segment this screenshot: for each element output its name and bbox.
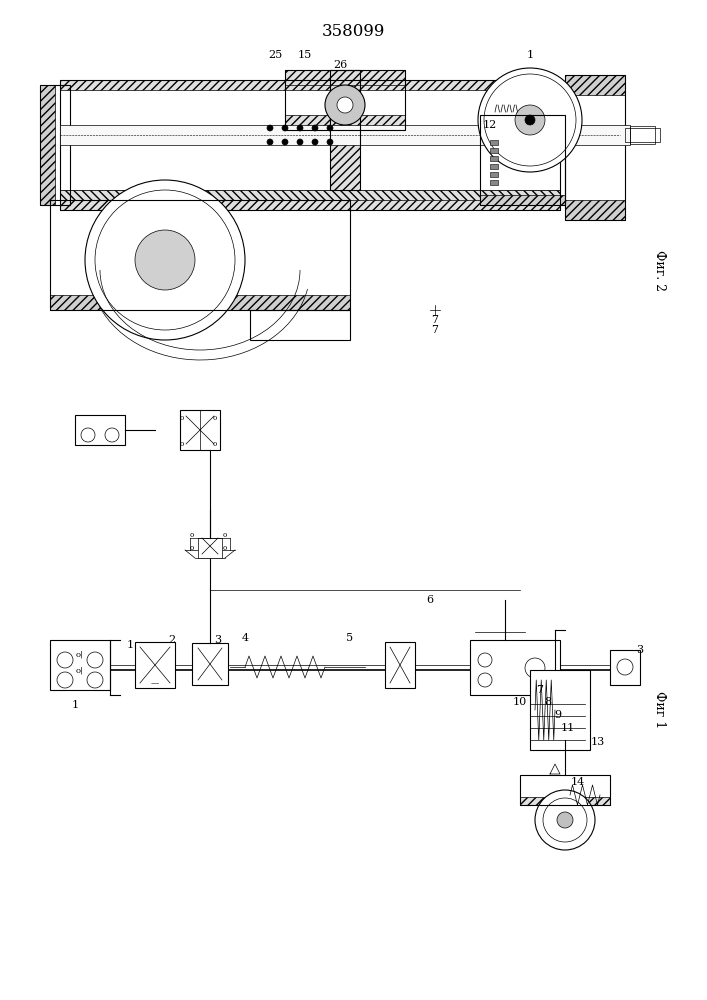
- Bar: [198, 538, 222, 558]
- Text: o: o: [213, 440, 217, 448]
- Bar: [60, 190, 560, 210]
- Bar: [330, 70, 360, 190]
- Text: 25: 25: [268, 50, 282, 60]
- Bar: [565, 75, 625, 220]
- Circle shape: [478, 68, 582, 172]
- Circle shape: [312, 139, 318, 145]
- Bar: [490, 148, 498, 153]
- Bar: [530, 670, 590, 750]
- Text: 9: 9: [554, 710, 561, 720]
- Text: 26: 26: [333, 60, 347, 70]
- Bar: [60, 190, 560, 200]
- Text: Фиг 1: Фиг 1: [653, 691, 667, 729]
- Bar: [50, 200, 350, 310]
- Circle shape: [135, 230, 195, 290]
- Bar: [135, 642, 175, 688]
- Bar: [285, 115, 405, 130]
- Bar: [490, 172, 498, 177]
- Text: 358099: 358099: [321, 23, 385, 40]
- Text: 5: 5: [346, 633, 354, 643]
- Text: 6: 6: [426, 595, 433, 605]
- Bar: [520, 775, 610, 805]
- Circle shape: [282, 125, 288, 131]
- Circle shape: [337, 97, 353, 113]
- Circle shape: [85, 180, 245, 340]
- Text: 3: 3: [214, 635, 221, 645]
- Circle shape: [297, 125, 303, 131]
- Text: 15: 15: [298, 50, 312, 60]
- Text: 1: 1: [71, 700, 78, 710]
- Bar: [50, 295, 350, 310]
- Circle shape: [297, 139, 303, 145]
- Bar: [40, 85, 70, 205]
- Text: o: o: [180, 414, 184, 422]
- Text: o|: o|: [76, 666, 84, 674]
- Bar: [60, 125, 630, 145]
- Text: o: o: [213, 414, 217, 422]
- Bar: [60, 80, 560, 90]
- Text: 2: 2: [168, 635, 175, 645]
- Text: 12: 12: [483, 120, 497, 130]
- Text: 11: 11: [561, 723, 575, 733]
- Bar: [470, 640, 560, 695]
- Text: 14: 14: [571, 777, 585, 787]
- Text: 7: 7: [431, 325, 438, 335]
- Text: 13: 13: [591, 737, 605, 747]
- Bar: [330, 70, 360, 190]
- Bar: [490, 164, 498, 169]
- Text: 10: 10: [513, 697, 527, 707]
- Bar: [630, 126, 655, 144]
- Circle shape: [525, 115, 535, 125]
- Bar: [192, 643, 228, 685]
- Bar: [75, 415, 125, 445]
- Bar: [40, 85, 55, 205]
- Bar: [50, 640, 110, 690]
- Bar: [250, 310, 350, 340]
- Circle shape: [327, 125, 333, 131]
- Bar: [385, 642, 415, 688]
- Circle shape: [327, 139, 333, 145]
- Text: o: o: [223, 531, 227, 539]
- Text: 7: 7: [431, 315, 438, 325]
- Bar: [520, 797, 610, 805]
- Text: 1: 1: [127, 640, 134, 650]
- Bar: [480, 195, 565, 205]
- Text: 7: 7: [537, 685, 544, 695]
- Bar: [285, 70, 405, 85]
- Bar: [565, 200, 625, 220]
- Circle shape: [267, 125, 273, 131]
- Text: Фиг. 2: Фиг. 2: [653, 249, 667, 290]
- Text: o: o: [190, 544, 194, 552]
- Bar: [625, 128, 660, 142]
- Circle shape: [282, 139, 288, 145]
- Bar: [610, 650, 640, 685]
- Text: o: o: [190, 531, 194, 539]
- Text: 3: 3: [636, 645, 643, 655]
- Bar: [180, 410, 220, 450]
- Text: —: —: [151, 679, 159, 687]
- Bar: [490, 156, 498, 161]
- Circle shape: [515, 105, 545, 135]
- Circle shape: [535, 790, 595, 850]
- Bar: [285, 70, 405, 130]
- Bar: [480, 115, 565, 205]
- Bar: [60, 80, 560, 210]
- Circle shape: [312, 125, 318, 131]
- Text: 1: 1: [527, 50, 534, 60]
- Text: o: o: [223, 544, 227, 552]
- Text: 4: 4: [241, 633, 249, 643]
- Bar: [565, 75, 625, 95]
- Text: o|: o|: [76, 651, 84, 659]
- Bar: [490, 140, 498, 145]
- Bar: [490, 180, 498, 185]
- Circle shape: [267, 139, 273, 145]
- Text: 8: 8: [544, 697, 551, 707]
- Bar: [480, 115, 565, 125]
- Circle shape: [557, 812, 573, 828]
- Circle shape: [325, 85, 365, 125]
- Text: o: o: [180, 440, 184, 448]
